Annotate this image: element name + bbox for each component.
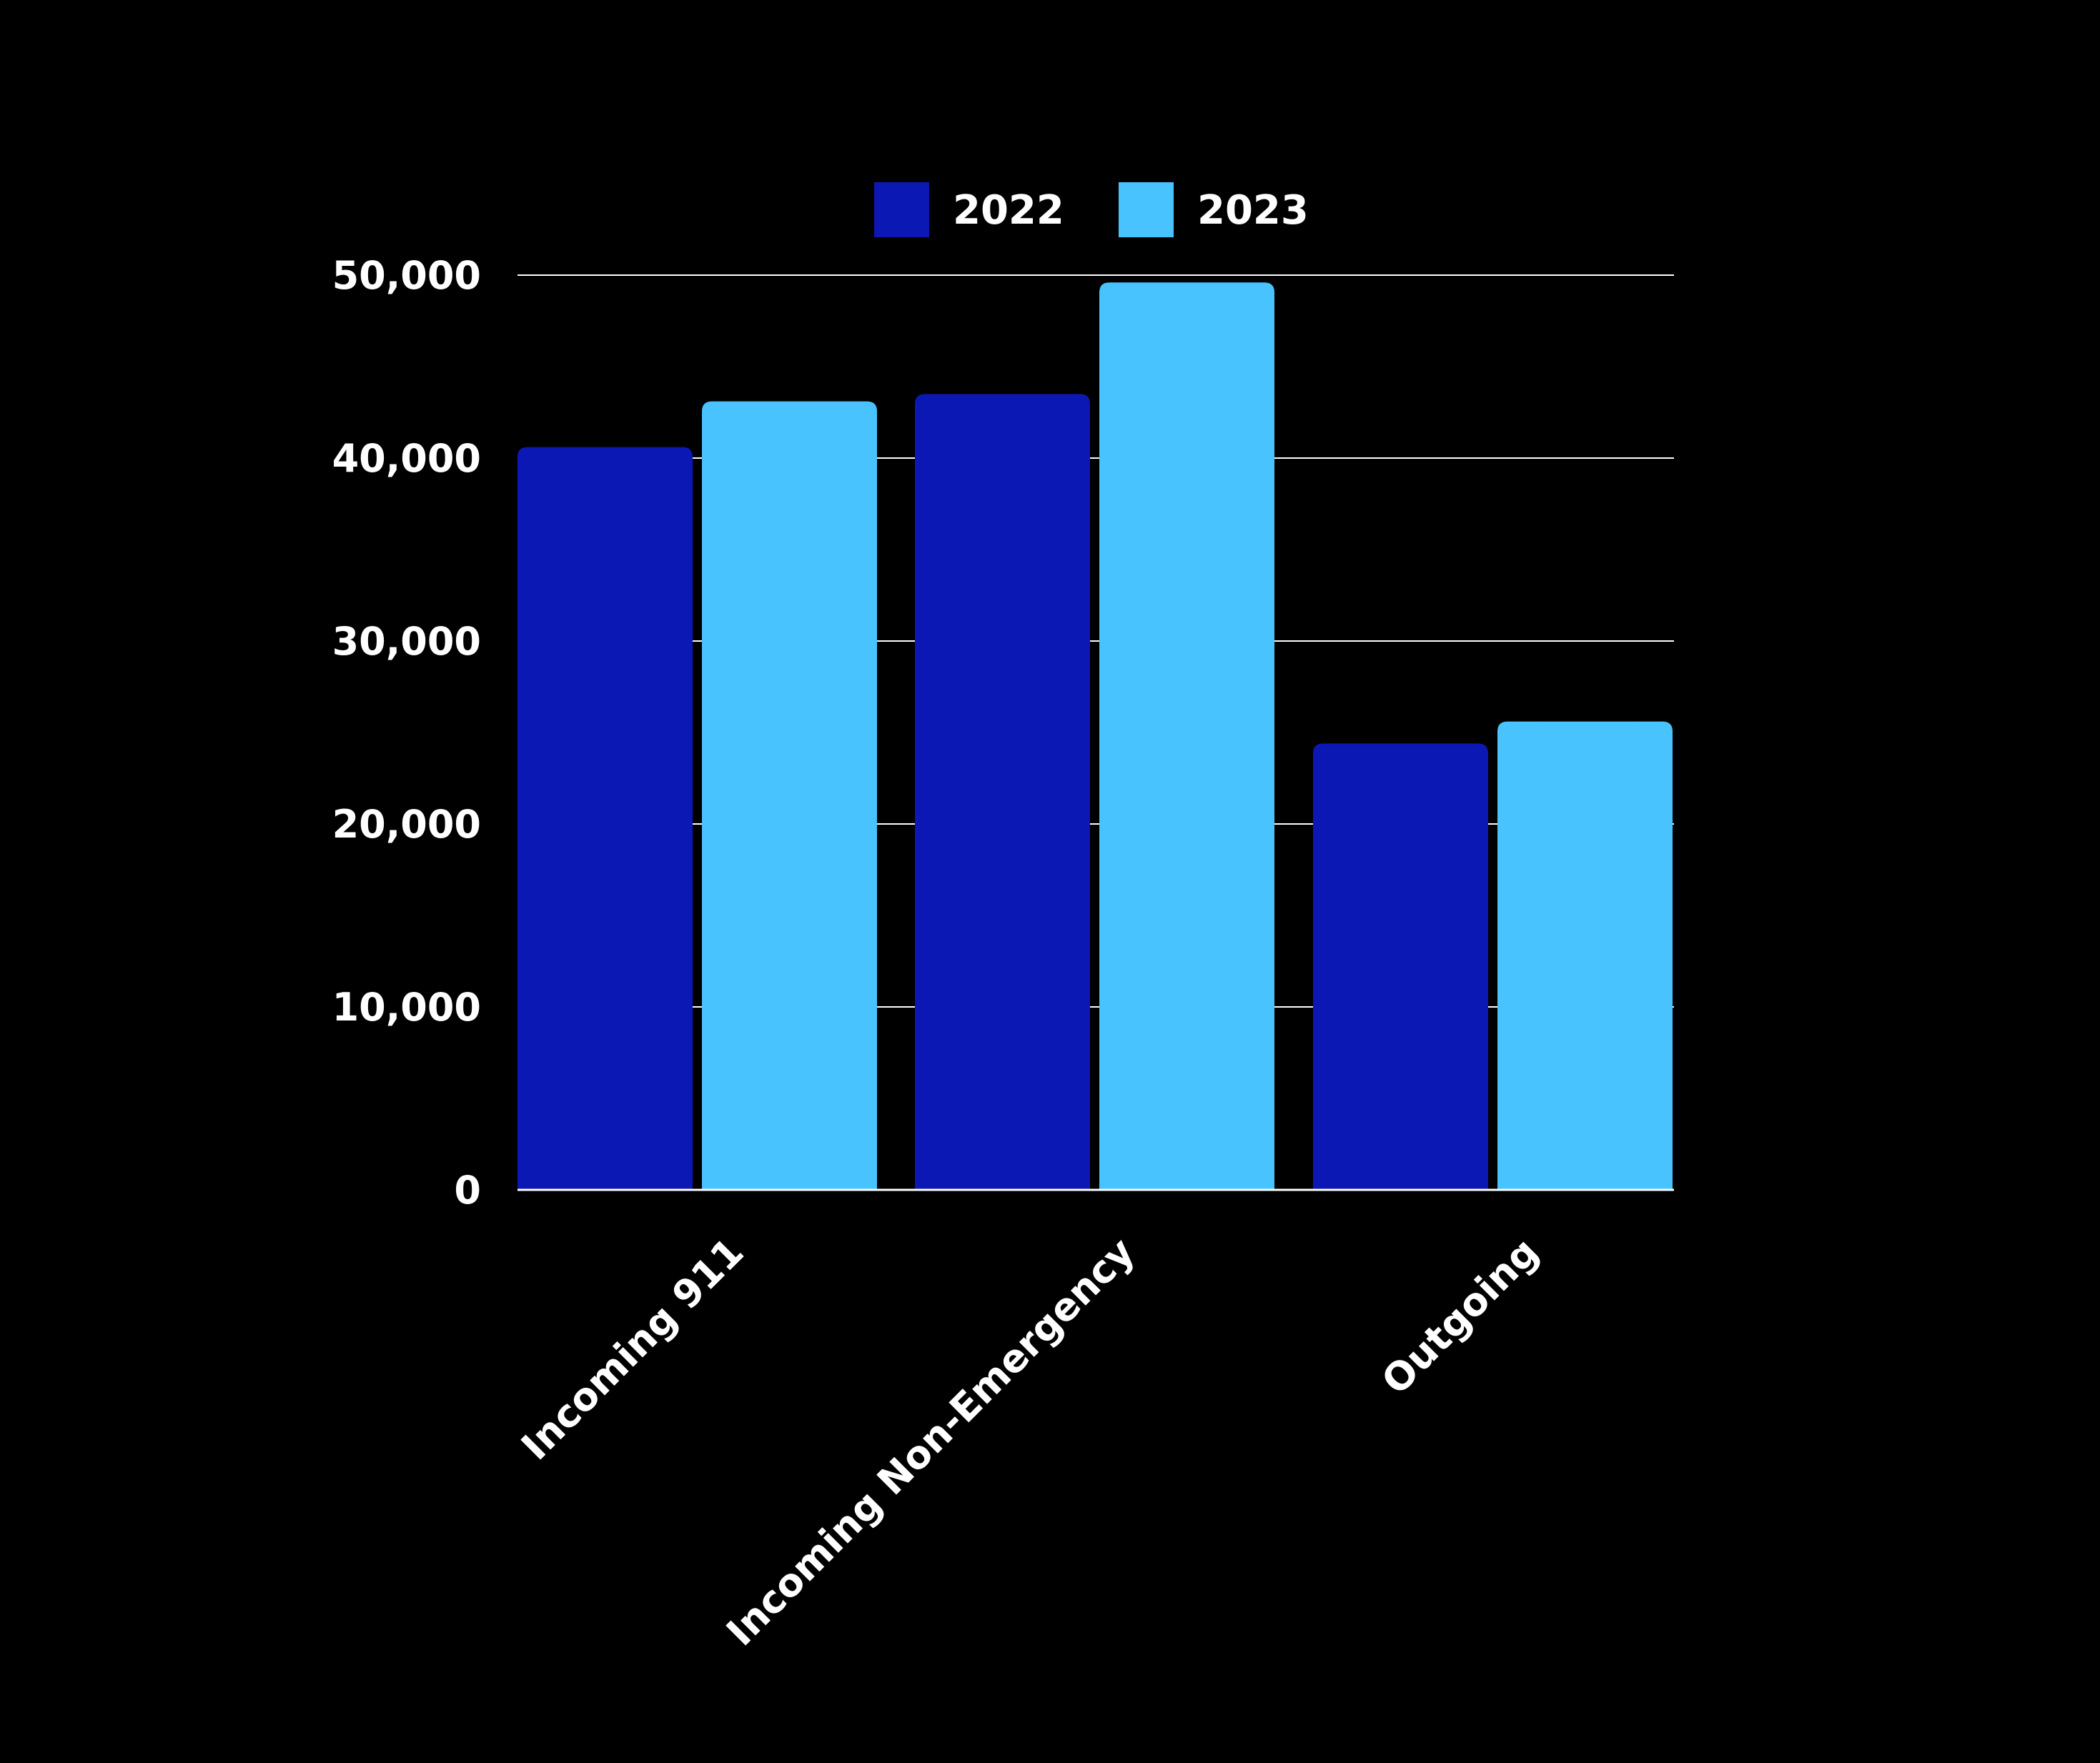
legend-swatch-2022: [874, 182, 929, 237]
y-tick-label: 30,000: [332, 619, 481, 664]
bar-2022-incoming-911: [517, 447, 693, 1190]
x-tick-label: Incoming Non-Emergency: [718, 1229, 1143, 1654]
y-tick-label: 20,000: [332, 802, 481, 847]
y-tick-label: 50,000: [332, 253, 481, 298]
legend-label-2022: 2022: [953, 187, 1064, 234]
bar-2023-incoming-911: [702, 401, 877, 1190]
bar-2022-outgoing: [1313, 743, 1488, 1190]
x-tick-label: Incoming 911: [512, 1229, 752, 1469]
x-tick-label: Outgoing: [1373, 1229, 1547, 1404]
y-tick-label: 0: [454, 1168, 481, 1213]
bar-2023-outgoing: [1497, 721, 1673, 1190]
bar-2022-incoming-non-emergency: [915, 394, 1090, 1190]
legend: 2022 2023: [874, 182, 1309, 237]
legend-label-2023: 2023: [1197, 187, 1309, 234]
y-tick-label: 10,000: [332, 985, 481, 1030]
legend-swatch-2023: [1119, 182, 1174, 237]
bars: [517, 282, 1673, 1190]
y-tick-label: 40,000: [332, 436, 481, 481]
y-tick-labels: 0 10,000 20,000 30,000 40,000 50,000: [332, 253, 481, 1213]
bar-2023-incoming-non-emergency: [1099, 282, 1274, 1190]
